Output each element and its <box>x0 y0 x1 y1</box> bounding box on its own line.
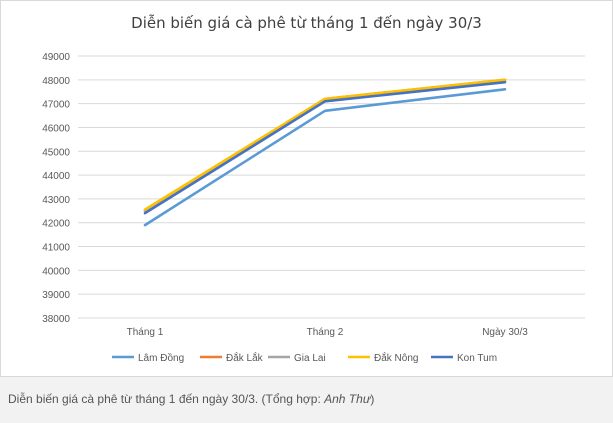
legend-label: Lâm Đồng <box>138 352 184 364</box>
y-tick-label: 41000 <box>42 243 70 254</box>
y-axis-labels: 38000 39000 40000 41000 42000 43000 44000 45000… <box>42 52 70 325</box>
chart-title: Diễn biến giá cà phê từ tháng 1 đến ngày… <box>131 14 482 32</box>
y-tick-label: 49000 <box>42 52 70 63</box>
chart-area <box>0 0 613 377</box>
image-caption: Diễn biến giá cà phê từ tháng 1 đến ngày… <box>8 392 374 406</box>
legend-label: Đắk Lắk <box>226 351 264 364</box>
y-tick-label: 39000 <box>42 290 70 301</box>
series-line <box>143 88 507 227</box>
y-tick-label: 46000 <box>42 123 70 134</box>
x-tick-label: Tháng 1 <box>127 327 164 338</box>
gridlines <box>78 55 585 319</box>
line-chart: 38000 39000 40000 41000 42000 43000 44000 45000… <box>42 52 585 364</box>
series-line <box>143 80 507 215</box>
series-line <box>143 78 507 211</box>
y-tick-label: 45000 <box>42 147 70 158</box>
y-tick-label: 48000 <box>42 76 70 87</box>
legend-label: Kon Tum <box>457 353 497 364</box>
series-lines <box>143 78 507 227</box>
x-tick-label: Ngày 30/3 <box>482 327 528 338</box>
y-tick-label: 44000 <box>42 171 70 182</box>
caption-suffix: ) <box>370 392 375 406</box>
y-tick-label: 42000 <box>42 219 70 230</box>
caption-author: Anh Thư <box>324 392 371 406</box>
y-tick-label: 47000 <box>42 100 70 111</box>
caption-text: Diễn biến giá cà phê từ tháng 1 đến ngày… <box>8 392 325 406</box>
legend: Lâm Đồng Đắk Lắk Gia Lai Đắk Nông Kon Tum <box>112 351 497 364</box>
legend-label: Đắk Nông <box>374 351 418 364</box>
y-tick-label: 38000 <box>42 314 70 325</box>
y-tick-label: 40000 <box>42 266 70 277</box>
y-tick-label: 43000 <box>42 195 70 206</box>
x-tick-label: Tháng 2 <box>307 327 344 338</box>
x-axis-labels: Tháng 1 Tháng 2 Ngày 30/3 <box>127 327 529 338</box>
legend-label: Gia Lai <box>294 353 326 364</box>
